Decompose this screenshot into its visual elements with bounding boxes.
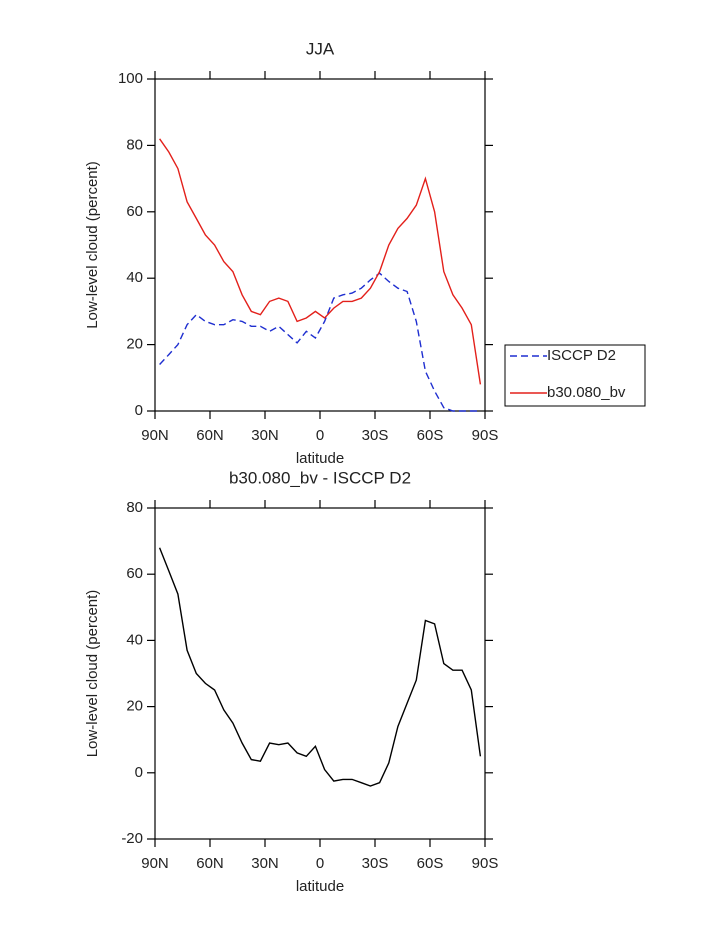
data-line <box>159 272 481 412</box>
y-tick-label: 80 <box>126 136 143 153</box>
x-axis-label: latitude <box>296 878 344 895</box>
plot-frame <box>154 78 486 412</box>
legend-label: b30.080_bv <box>547 384 626 401</box>
x-tick-label: 60N <box>196 427 224 444</box>
x-tick-label: 0 <box>316 855 324 872</box>
data-line <box>159 138 482 385</box>
x-tick-label: 30S <box>362 855 389 872</box>
data-line <box>158 547 482 787</box>
y-tick-label: 60 <box>126 203 143 220</box>
y-tick-label: 20 <box>126 698 143 715</box>
y-tick-label: 100 <box>118 70 143 87</box>
y-tick-label: -20 <box>121 830 143 847</box>
chart-title: JJA <box>306 39 335 58</box>
x-tick-label: 90S <box>472 855 499 872</box>
x-tick-label: 60S <box>417 855 444 872</box>
y-tick-label: 40 <box>126 269 143 286</box>
x-tick-label: 30N <box>251 855 279 872</box>
plot-frame <box>154 507 486 840</box>
y-axis-label: Low-level cloud (percent) <box>84 161 101 329</box>
y-tick-label: 60 <box>126 565 143 582</box>
x-axis-label: latitude <box>296 450 344 467</box>
y-tick-label: 80 <box>126 499 143 516</box>
x-tick-label: 30S <box>362 427 389 444</box>
legend-box <box>504 344 646 407</box>
x-tick-label: 90N <box>141 855 169 872</box>
y-tick-label: 0 <box>135 764 143 781</box>
x-tick-label: 60N <box>196 855 224 872</box>
x-tick-label: 90N <box>141 427 169 444</box>
y-tick-label: 40 <box>126 631 143 648</box>
x-tick-label: 0 <box>316 427 324 444</box>
x-tick-label: 90S <box>472 427 499 444</box>
x-tick-label: 60S <box>417 427 444 444</box>
legend-label: ISCCP D2 <box>547 347 616 364</box>
y-axis-label: Low-level cloud (percent) <box>84 590 101 758</box>
y-tick-label: 0 <box>135 402 143 419</box>
chart-title: b30.080_bv - ISCCP D2 <box>229 468 411 487</box>
x-tick-label: 30N <box>251 427 279 444</box>
y-tick-label: 20 <box>126 336 143 353</box>
